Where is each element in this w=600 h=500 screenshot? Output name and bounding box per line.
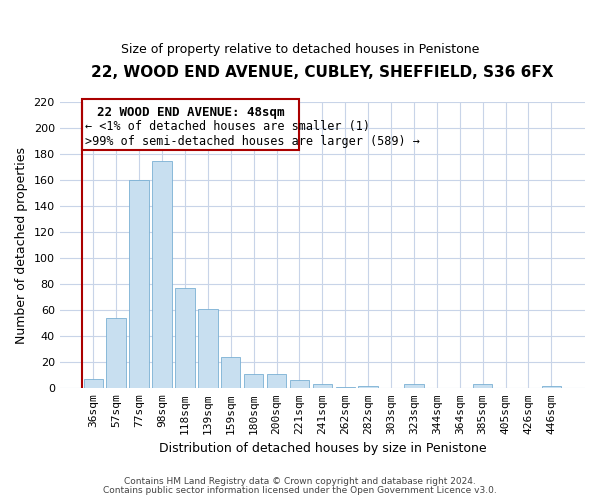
X-axis label: Distribution of detached houses by size in Penistone: Distribution of detached houses by size … (158, 442, 486, 455)
Text: Contains public sector information licensed under the Open Government Licence v3: Contains public sector information licen… (103, 486, 497, 495)
Bar (106, 318, 126, 388)
Bar (313, 384, 332, 388)
Y-axis label: Number of detached properties: Number of detached properties (15, 146, 28, 344)
Bar (83, 379, 103, 388)
Text: 22 WOOD END AVENUE: 48sqm: 22 WOOD END AVENUE: 48sqm (97, 106, 284, 119)
Bar (290, 380, 309, 388)
Bar (542, 386, 561, 388)
Bar (152, 160, 172, 388)
Bar (175, 288, 194, 388)
Text: >99% of semi-detached houses are larger (589) →: >99% of semi-detached houses are larger … (85, 134, 420, 147)
Bar (221, 357, 241, 388)
Title: 22, WOOD END AVENUE, CUBLEY, SHEFFIELD, S36 6FX: 22, WOOD END AVENUE, CUBLEY, SHEFFIELD, … (91, 65, 554, 80)
Text: ← <1% of detached houses are smaller (1): ← <1% of detached houses are smaller (1) (85, 120, 370, 133)
FancyBboxPatch shape (82, 100, 299, 150)
Bar (244, 374, 263, 388)
Bar (267, 374, 286, 388)
Bar (473, 384, 493, 388)
Bar (404, 384, 424, 388)
Bar (335, 387, 355, 388)
Text: Contains HM Land Registry data © Crown copyright and database right 2024.: Contains HM Land Registry data © Crown c… (124, 477, 476, 486)
Text: Size of property relative to detached houses in Penistone: Size of property relative to detached ho… (121, 42, 479, 56)
Bar (130, 180, 149, 388)
Bar (358, 386, 378, 388)
Bar (198, 309, 218, 388)
